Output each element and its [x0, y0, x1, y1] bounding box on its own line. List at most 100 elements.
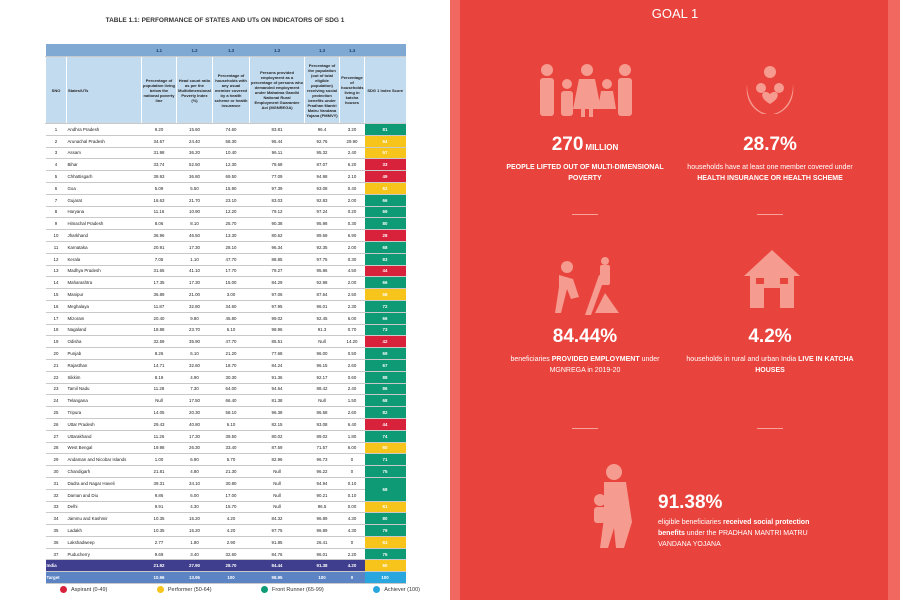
- cell: Uttarakhand: [66, 430, 142, 443]
- cell: 26: [45, 418, 67, 431]
- legend-label: Front Runner (65-99): [272, 586, 324, 593]
- cell: 17.30: [176, 276, 213, 290]
- cell: Puducherry: [66, 548, 142, 561]
- cell: Null: [304, 335, 340, 349]
- table-row: 18 Nagaland 18.88 23.70 6.10 98.96 91.3 0.70 73: [45, 324, 406, 337]
- legend-dot: [60, 586, 67, 593]
- cell: 1.50: [339, 394, 365, 408]
- score-cell: 58: [364, 288, 406, 301]
- cell: 80.02: [249, 430, 305, 443]
- table-row: 27 Uttarakhand 11.26 17.30 39.50 80.02 89.02 1.…: [45, 430, 406, 443]
- cell: 10.35: [141, 512, 177, 526]
- cell: 2.50: [339, 288, 365, 301]
- table-row: 13 Madhya Pradesh 31.65 41.10 17.70 79.27 95.8…: [45, 265, 406, 278]
- cell: 9.80: [176, 312, 213, 325]
- cell: 8.19: [141, 371, 177, 384]
- cell: Meghalaya: [66, 300, 142, 313]
- cell: 5.50: [176, 182, 213, 195]
- table-row: 32 Daman and Diu 9.86 6.00 17.00 Null 90.21 0.1…: [45, 489, 406, 502]
- cell: 2.10: [339, 170, 365, 183]
- cell: 87.64: [304, 288, 340, 301]
- cell: 35.90: [176, 335, 213, 349]
- cell: 0: [339, 571, 365, 585]
- goal-panel: GOAL 1 270 MILLION PEOPLE LIFTED OUT OF MU…: [450, 0, 900, 600]
- cell: 4.50: [339, 265, 365, 278]
- cell: 83.03: [249, 194, 305, 207]
- cell: Himachal Pradesh: [66, 217, 142, 231]
- divider: [572, 214, 598, 215]
- table-row: 34 Jammu and Kashmir 10.35 15.20 4.20 84.32 96…: [45, 512, 406, 526]
- desc-text: under MGNREGA in 2019-20: [549, 356, 660, 374]
- cell: Uttar Pradesh: [66, 418, 142, 431]
- cell: 13.95: [176, 571, 213, 585]
- cell: 82.15: [249, 418, 305, 431]
- cell: 39.93: [141, 170, 177, 183]
- indicator-id: 1.3: [249, 44, 305, 57]
- indicator-id: 1.2: [176, 44, 213, 57]
- score-cell: 28: [364, 229, 406, 242]
- cell: Haryana: [66, 206, 142, 219]
- table-row: 25 Tripura 14.05 20.30 58.10 96.38 86.58 2.60 82: [45, 406, 406, 419]
- cell: 96.38: [249, 406, 305, 419]
- stat-desc: PEOPLE LIFTED OUT OF MULTI-DIMENSIONAL P…: [500, 162, 670, 184]
- cell: 0.50: [339, 347, 365, 360]
- strip: [450, 0, 460, 600]
- cell: 92.17: [304, 371, 340, 384]
- cell: 92.76: [304, 135, 340, 148]
- cell: 96.89: [304, 524, 340, 537]
- header: SDG 1 Index Score: [364, 56, 406, 124]
- cell: 18: [45, 324, 67, 337]
- cell: 15.20: [176, 512, 213, 526]
- cell: Telangana: [66, 394, 142, 408]
- cell: 92.35: [304, 241, 340, 254]
- cell: 83.81: [249, 123, 305, 136]
- cell: 2.00: [339, 241, 365, 254]
- divider: [757, 214, 783, 215]
- legend-item: Aspirant (0-49): [60, 586, 107, 593]
- cell: 39.50: [212, 430, 250, 443]
- table-row: India 21.92 27.90 28.70 84.44 91.38 4.20 60: [45, 559, 406, 573]
- labour-icon: [555, 257, 619, 315]
- cell: 21.20: [212, 347, 250, 360]
- score-cell: 81: [364, 123, 406, 136]
- cell: 15.90: [212, 182, 250, 195]
- cell: Andaman and Nicobar Islands: [66, 453, 142, 467]
- score-cell: 69: [364, 347, 406, 360]
- cell: 33.74: [141, 158, 177, 172]
- cell: 23.70: [176, 324, 213, 337]
- cell: 7.05: [141, 253, 177, 266]
- cell: 4: [45, 158, 67, 172]
- score-cell: 66: [364, 194, 406, 207]
- cell: 3: [45, 147, 67, 160]
- score-cell: 83: [364, 253, 406, 266]
- cell: 84.76: [249, 548, 305, 561]
- cell: 13.30: [212, 229, 250, 242]
- cell: 6.40: [339, 418, 365, 431]
- table-row: 19 Odisha 32.59 35.90 47.70 85.51 Null 14.20 42: [45, 335, 406, 349]
- desc-text: households in rural and urban India: [686, 356, 799, 363]
- header: States/UTs: [66, 56, 142, 124]
- cell: 33: [45, 501, 67, 514]
- cell: 74.60: [212, 123, 250, 136]
- health-icon: [746, 66, 794, 114]
- table-row: 28 West Bengal 19.98 26.30 33.40 87.59 71.57 6.…: [45, 442, 406, 455]
- cell: Chhattisgarh: [66, 170, 142, 183]
- cell: Goa: [66, 182, 142, 195]
- score-cell: 73: [364, 324, 406, 337]
- cell: 93.08: [304, 418, 340, 431]
- cell: 14: [45, 276, 67, 290]
- table-row: Target 10.96 13.95 100 98.95 100 0 100: [45, 571, 406, 585]
- cell: 34: [45, 512, 67, 526]
- cell: 94.98: [304, 170, 340, 183]
- cell: 2: [45, 135, 67, 148]
- cell: 90.21: [304, 489, 340, 502]
- cell: 11.16: [141, 206, 177, 219]
- score-cell: 75: [364, 548, 406, 561]
- cell: 69.50: [212, 170, 250, 183]
- cell: 96.5: [304, 501, 340, 514]
- table-row: 31 Dadra and Nagar Haveli 39.31 34.10 30.80 N…: [45, 477, 406, 502]
- score-cell: 66: [364, 312, 406, 325]
- stat: 4.2% households in rural and urban India …: [685, 326, 855, 376]
- cell: Sikkim: [66, 371, 142, 384]
- cell: Madhya Pradesh: [66, 265, 142, 278]
